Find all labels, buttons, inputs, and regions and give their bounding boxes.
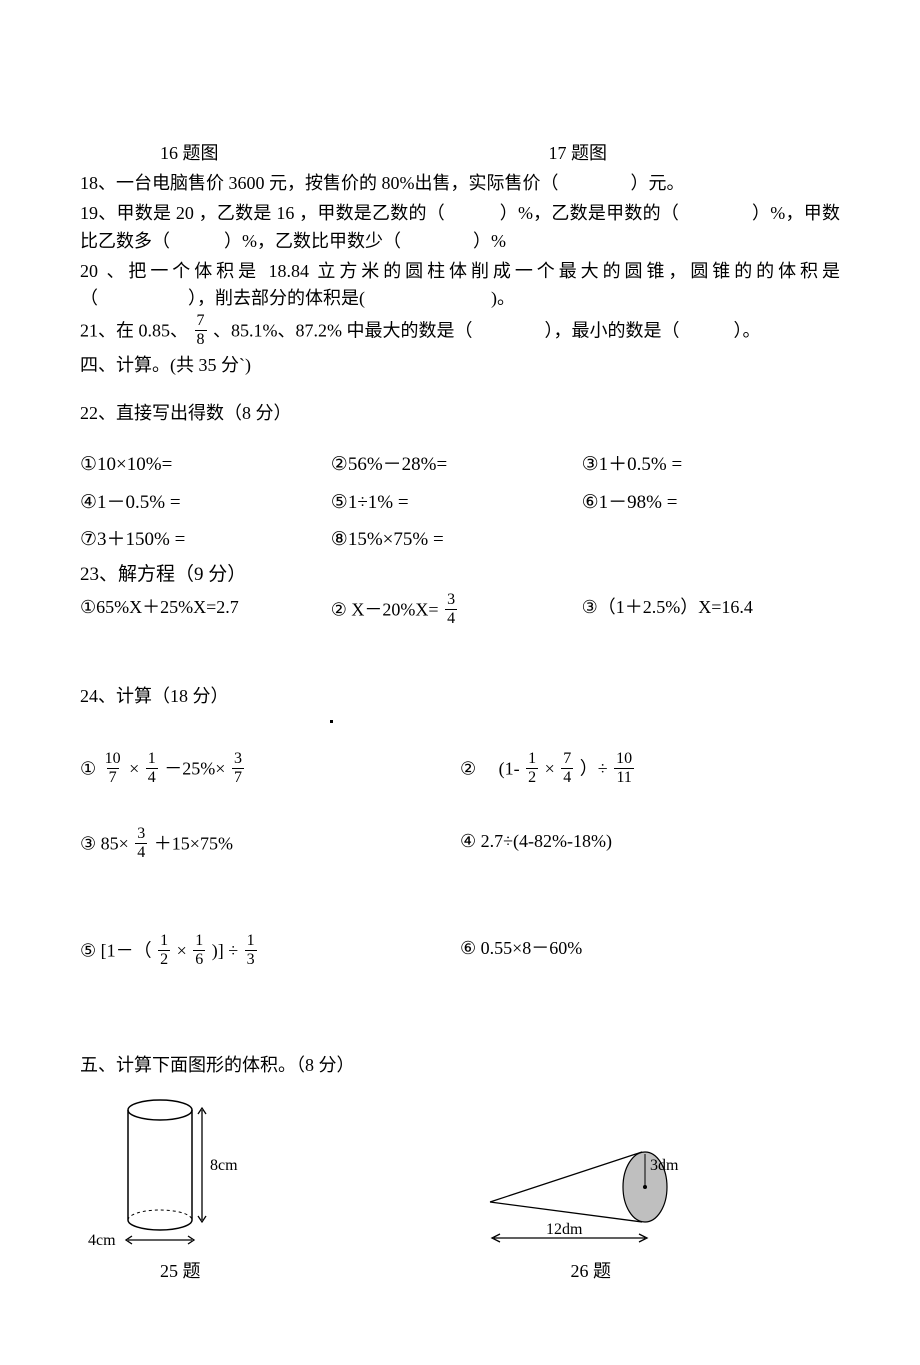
q22-grid: ①10×10%= ②56%－28%= ③1＋0.5% = ④1－0.5% = ⑤… — [80, 446, 840, 558]
cone-r-label: 3dm — [650, 1157, 679, 1174]
q24-1-pre: ① — [80, 758, 101, 778]
q18: 18、一台电脑售价 3600 元，按售价的 80%出售，实际售价（ ）元。 — [80, 170, 840, 198]
q22-4: ④1－0.5% = — [80, 488, 331, 517]
q23-1: ①65%X＋25%X=2.7 — [80, 594, 331, 629]
stray-dot — [330, 720, 333, 723]
caption-row-16-17: 16 题图 17 题图 — [80, 140, 840, 168]
q24-5-pre: ⑤ [1－（ — [80, 940, 152, 960]
q24-2-f2: 74 — [561, 751, 573, 786]
q24-1: ① 107 × 14 －25%× 37 — [80, 753, 460, 788]
q22-7: ⑦3＋150% = — [80, 525, 331, 554]
cone-svg: 3dm 12dm — [470, 1142, 700, 1252]
q24-1-f1: 107 — [103, 751, 123, 786]
q24-1-mid1: × — [129, 758, 139, 778]
q24-1-f3: 37 — [232, 751, 244, 786]
q23-2-pre: ② X－20%X= — [331, 600, 443, 620]
q22-1: ①10×10%= — [80, 450, 331, 479]
q24-2-pre: ② (1- — [460, 758, 520, 778]
q24-1-f2: 14 — [146, 751, 158, 786]
q24-heading: 24、计算（18 分） — [80, 683, 840, 711]
q24-4: ④ 2.7÷(4-82%-18%) — [460, 828, 840, 863]
frac-num: 3 — [445, 592, 457, 609]
q24-2: ② (1- 12 × 74 ）÷ 1011 — [460, 753, 840, 788]
figure-caption-row: 25 题 26 题 — [80, 1258, 840, 1286]
figure-25-cylinder: 8cm 4cm — [80, 1092, 250, 1252]
q24-row1: ① 107 × 14 －25%× 37 ② (1- 12 × 74 ）÷ 101… — [80, 753, 840, 788]
q24-2-mid2: ）÷ — [580, 758, 608, 778]
q22-3: ③1＋0.5% = — [582, 450, 833, 479]
caption-16: 16 题图 — [160, 140, 219, 168]
section-4-heading: 四、计算。(共 35 分`) — [80, 352, 840, 380]
figure-row: 8cm 4cm 3dm 12dm — [80, 1092, 840, 1252]
q24-1-mid2: －25%× — [164, 758, 225, 778]
cylinder-svg: 8cm 4cm — [80, 1092, 250, 1252]
q20: 20 、把一个体积是 18.84 立方米的圆柱体削成一个最大的圆锥，圆锥的的体积… — [80, 258, 840, 314]
q23-2: ② X－20%X= 3 4 — [331, 594, 582, 629]
q22-8: ⑧15%×75% = — [331, 525, 582, 554]
q22-2: ②56%－28%= — [331, 450, 582, 479]
q24-row2: ③ 85× 34 ＋15×75% ④ 2.7÷(4-82%-18%) — [80, 828, 840, 863]
frac-den: 4 — [445, 609, 457, 627]
cone-l-label: 12dm — [546, 1221, 583, 1238]
q24-2-f3: 1011 — [614, 751, 634, 786]
q24-3-pre: ③ 85× — [80, 833, 129, 853]
q21-text-a: 21、在 0.85、 — [80, 321, 188, 341]
q24-5-mid2: )] ÷ — [212, 940, 238, 960]
q22-5: ⑤1÷1% = — [331, 488, 582, 517]
frac-den: 8 — [195, 330, 207, 348]
q24-5-f1: 12 — [158, 933, 170, 968]
figure-26-cone: 3dm 12dm — [470, 1142, 700, 1252]
q21-fraction: 7 8 — [195, 313, 207, 348]
q24-3-post: ＋15×75% — [154, 833, 233, 853]
q23-heading: 23、解方程（9 分） — [80, 560, 840, 589]
q24-5-mid1: × — [177, 940, 187, 960]
q23-grid: ①65%X＋25%X=2.7 ② X－20%X= 3 4 ③（1＋2.5%）X=… — [80, 592, 840, 631]
cyl-w-label: 4cm — [88, 1232, 116, 1249]
section-5-heading: 五、计算下面图形的体积。（8 分） — [80, 1052, 840, 1080]
q22-6: ⑥1－98% = — [582, 488, 833, 517]
q24-3: ③ 85× 34 ＋15×75% — [80, 828, 460, 863]
q24-2-f1: 12 — [526, 751, 538, 786]
q19: 19、甲数是 20 ，乙数是 16 ，甲数是乙数的（ ）%，乙数是甲数的（ ）%… — [80, 200, 840, 256]
q22-heading: 22、直接写出得数（8 分） — [80, 400, 840, 428]
q24-6: ⑥ 0.55×8－60% — [460, 935, 840, 970]
q21-text-b: 、85.1%、87.2% 中最大的数是（ ），最小的数是（ ）。 — [213, 321, 761, 341]
q24-5: ⑤ [1－（ 12 × 16 )] ÷ 13 — [80, 935, 460, 970]
q24-2-mid1: × — [545, 758, 555, 778]
q23-2-frac: 3 4 — [445, 592, 457, 627]
q24-3-f1: 34 — [135, 826, 147, 861]
q24-row3: ⑤ [1－（ 12 × 16 )] ÷ 13 ⑥ 0.55×8－60% — [80, 935, 840, 970]
cyl-h-label: 8cm — [210, 1157, 238, 1174]
q21: 21、在 0.85、 7 8 、85.1%、87.2% 中最大的数是（ ），最小… — [80, 315, 840, 350]
caption-17: 17 题图 — [549, 140, 608, 168]
q23-3: ③（1＋2.5%）X=16.4 — [582, 594, 833, 629]
q24-5-f3: 13 — [245, 933, 257, 968]
caption-25: 25 题 — [160, 1258, 201, 1286]
caption-26: 26 题 — [571, 1258, 612, 1286]
q24-5-f2: 16 — [193, 933, 205, 968]
frac-num: 7 — [195, 313, 207, 330]
